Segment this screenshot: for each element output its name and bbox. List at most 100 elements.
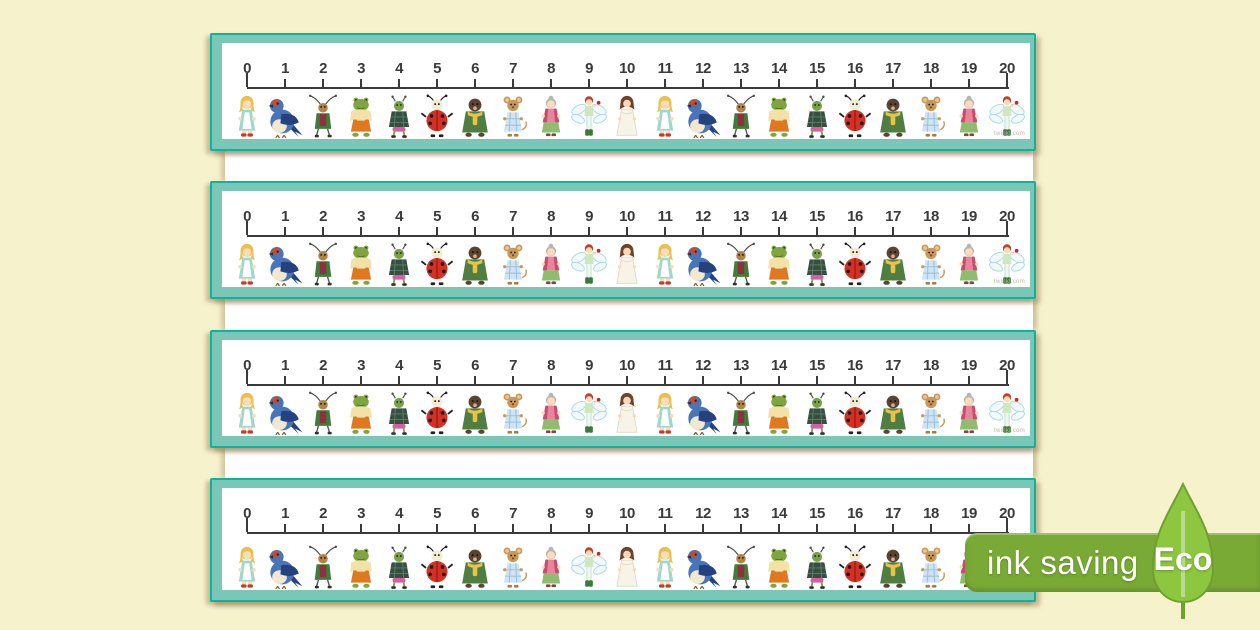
- tick-mark: [968, 524, 970, 532]
- number-line-strip-3: 0 1 2 3 4 5 6 7 8 9 10 11 12 13 14 15 16 17 18 19 20 twinkl.c…: [210, 330, 1036, 448]
- number-label: 3: [357, 505, 365, 522]
- number-label: 11: [657, 208, 673, 225]
- tick-mark: [322, 79, 324, 87]
- number-label: 0: [243, 60, 251, 77]
- mole-character: [456, 545, 494, 589]
- number-cell: 10: [608, 340, 646, 436]
- number-label: 18: [923, 208, 939, 225]
- number-label: 8: [547, 357, 555, 374]
- tick-mark: [398, 524, 400, 532]
- tick-mark: [816, 524, 818, 532]
- tick-mark: [284, 524, 286, 532]
- old-woman-character: [532, 545, 570, 589]
- number-cell: 16: [836, 488, 874, 590]
- number-label: 6: [471, 208, 479, 225]
- tick-mark: [284, 227, 286, 235]
- number-cell: 6: [456, 488, 494, 590]
- tick-mark: [588, 79, 590, 87]
- number-cell: 20: [988, 191, 1026, 287]
- mouse-character: [912, 391, 950, 435]
- tick-mark: [474, 376, 476, 384]
- number-label: 16: [847, 60, 863, 77]
- number-cell: 16: [836, 340, 874, 436]
- number-label: 2: [319, 505, 327, 522]
- ladybird-character: [418, 545, 456, 589]
- old-woman-character: [950, 242, 988, 286]
- ladybird-character: [836, 242, 874, 286]
- number-cell: 9: [570, 488, 608, 590]
- number-cell: 14: [760, 340, 798, 436]
- number-cell: 12: [684, 488, 722, 590]
- number-label: 11: [657, 60, 673, 77]
- number-label: 7: [509, 208, 517, 225]
- cricket-character: [722, 94, 760, 138]
- ink-saving-label: ink saving: [987, 543, 1139, 581]
- tick-mark: [512, 524, 514, 532]
- number-label: 15: [809, 357, 825, 374]
- number-label: 6: [471, 60, 479, 77]
- tick-mark: [588, 376, 590, 384]
- ladybird-character: [836, 545, 874, 589]
- tick-mark: [436, 79, 438, 87]
- number-label: 0: [243, 505, 251, 522]
- swallow-character: [684, 242, 722, 286]
- fairy-character: [570, 545, 608, 589]
- tick-mark: [550, 524, 552, 532]
- number-label: 12: [695, 208, 711, 225]
- beetle-character: [380, 242, 418, 286]
- tick-mark: [664, 376, 666, 384]
- tick-mark: [968, 227, 970, 235]
- page-gap-band: [225, 448, 1033, 478]
- tick-mark: [626, 376, 628, 384]
- number-label: 14: [771, 208, 787, 225]
- number-cell: 10: [608, 43, 646, 139]
- number-line-strips: 0 1 2 3 4 5 6 7 8 9 10 11 12 13 14 15 16 17 18 19 20 twinkl.c…: [210, 33, 1036, 602]
- ladybird-character: [836, 391, 874, 435]
- tick-mark: [854, 227, 856, 235]
- number-cell: 20: [988, 43, 1026, 139]
- number-cell: 17: [874, 340, 912, 436]
- number-label: 14: [771, 505, 787, 522]
- mouse-character: [494, 94, 532, 138]
- swallow-character: [684, 545, 722, 589]
- tick-mark: [778, 227, 780, 235]
- mole-character: [456, 391, 494, 435]
- number-label: 20: [999, 208, 1015, 225]
- number-cell: 15: [798, 340, 836, 436]
- number-label: 18: [923, 357, 939, 374]
- tick-mark: [512, 79, 514, 87]
- number-label: 10: [619, 60, 635, 77]
- tick-mark: [892, 227, 894, 235]
- number-label: 19: [961, 60, 977, 77]
- tick-mark: [322, 524, 324, 532]
- mouse-character: [494, 242, 532, 286]
- ladybird-character: [418, 242, 456, 286]
- tick-mark: [246, 73, 248, 87]
- eco-label: Eco: [1153, 541, 1213, 577]
- number-cell: 8: [532, 43, 570, 139]
- tick-mark: [474, 227, 476, 235]
- number-label: 6: [471, 505, 479, 522]
- number-line-strip-4: 01234567891011121314151617181920twinkl.c…: [210, 478, 1036, 602]
- number-cell: 12: [684, 43, 722, 139]
- number-cell: 14: [760, 43, 798, 139]
- number-label: 9: [585, 357, 593, 374]
- tick-mark: [1006, 518, 1008, 532]
- number-cell: 5: [418, 340, 456, 436]
- number-cell: 13: [722, 488, 760, 590]
- number-label: 7: [509, 357, 517, 374]
- fairy-character: [988, 94, 1026, 138]
- number-label: 4: [395, 60, 403, 77]
- cricket-character: [722, 545, 760, 589]
- number-cell: 5: [418, 43, 456, 139]
- number-cell: 6: [456, 191, 494, 287]
- tick-mark: [702, 227, 704, 235]
- tick-mark: [360, 227, 362, 235]
- tick-mark: [930, 227, 932, 235]
- thumbelina-character: [646, 545, 684, 589]
- tick-mark: [550, 79, 552, 87]
- thumbelina-character: [646, 242, 684, 286]
- tick-mark: [474, 524, 476, 532]
- old-woman-character: [532, 94, 570, 138]
